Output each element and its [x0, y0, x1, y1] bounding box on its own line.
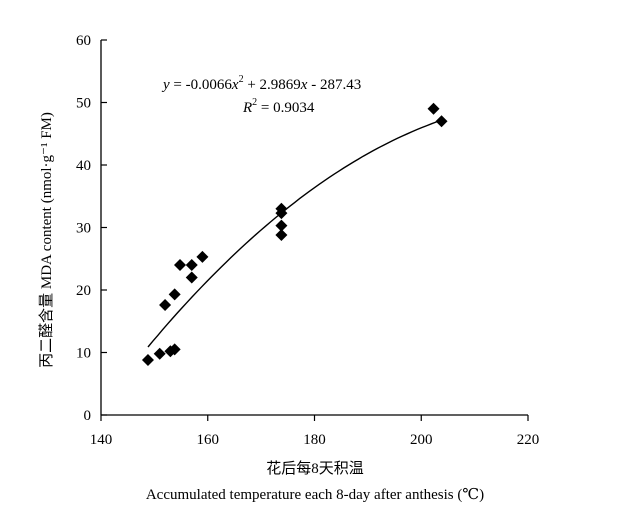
x-tick-label: 140: [90, 432, 113, 448]
y-tick-label: 30: [76, 221, 91, 237]
data-point: [275, 229, 288, 241]
x-tick-label: 220: [517, 432, 540, 448]
data-point: [427, 102, 440, 115]
data-point: [275, 219, 288, 232]
r-squared-line: R2 = 0.9034: [242, 97, 315, 116]
data-point: [168, 343, 181, 356]
data-point: [141, 354, 154, 366]
x-axis-title-en: Accumulated temperature each 8-day after…: [146, 487, 484, 503]
y-tick-label: 40: [76, 158, 91, 174]
y-tick-label: 20: [76, 283, 91, 299]
data-point: [275, 207, 288, 220]
trendline-group: [147, 119, 442, 348]
points-group: [141, 102, 448, 366]
data-point: [159, 299, 172, 311]
y-tick-label: 60: [76, 33, 91, 49]
data-point: [168, 288, 181, 301]
axes: 0 10 20 30 40 50 60 140 160 180 200 220: [76, 33, 539, 448]
y-tick-label: 0: [84, 408, 92, 424]
y-axis-title: 丙二醛含量 MDA content (nmol·g⁻¹ FM): [38, 112, 55, 368]
x-tick-label: 160: [197, 432, 220, 448]
data-point: [173, 259, 186, 271]
x-tick-label: 200: [410, 432, 433, 448]
trendline: [147, 119, 442, 348]
data-point: [185, 259, 198, 271]
data-point: [435, 115, 448, 128]
x-axis-title-cn: 花后每8天积温: [266, 460, 364, 477]
data-point: [196, 250, 209, 263]
x-tick-label: 180: [303, 432, 326, 448]
y-tick-label: 50: [76, 96, 91, 112]
y-tick-label: 10: [76, 346, 91, 362]
data-point: [153, 347, 166, 360]
equation-line: y = -0.0066x2 + 2.9869x - 287.43: [161, 74, 361, 93]
data-point: [185, 271, 198, 284]
